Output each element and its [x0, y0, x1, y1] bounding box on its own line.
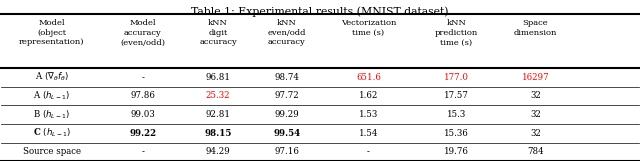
Text: A $(h_{L-1})$: A $(h_{L-1})$ — [33, 90, 70, 102]
Text: Table 1: Experimental results (MNIST dataset): Table 1: Experimental results (MNIST dat… — [191, 6, 449, 17]
Text: 32: 32 — [530, 110, 541, 119]
Text: 19.76: 19.76 — [444, 147, 469, 156]
Text: Vectorization
time (s): Vectorization time (s) — [340, 19, 396, 37]
Text: A $(\nabla_\theta f_\theta)$: A $(\nabla_\theta f_\theta)$ — [35, 71, 68, 83]
Text: Model
(object
representation): Model (object representation) — [19, 19, 84, 46]
Text: 32: 32 — [530, 91, 541, 100]
Text: 1.53: 1.53 — [359, 110, 378, 119]
Text: kNN
digit
accuracy: kNN digit accuracy — [199, 19, 237, 46]
Text: 15.36: 15.36 — [444, 129, 468, 138]
Text: 784: 784 — [527, 147, 544, 156]
Text: 96.81: 96.81 — [205, 73, 230, 82]
Text: 16297: 16297 — [522, 73, 549, 82]
Text: 98.74: 98.74 — [275, 73, 300, 82]
Text: 1.62: 1.62 — [359, 91, 378, 100]
Text: C $(h_{L-1})$: C $(h_{L-1})$ — [33, 127, 71, 139]
Text: Space
dimension: Space dimension — [514, 19, 557, 37]
Text: 99.22: 99.22 — [129, 129, 156, 138]
Text: 32: 32 — [530, 129, 541, 138]
Text: 25.32: 25.32 — [205, 91, 230, 100]
Text: B $(h_{L-1})$: B $(h_{L-1})$ — [33, 108, 70, 121]
Text: Model
accuracy
(even/odd): Model accuracy (even/odd) — [120, 19, 165, 46]
Text: kNN
even/odd
accuracy: kNN even/odd accuracy — [268, 19, 306, 46]
Text: 177.0: 177.0 — [444, 73, 469, 82]
Text: 651.6: 651.6 — [356, 73, 381, 82]
Text: 97.72: 97.72 — [275, 91, 300, 100]
Text: 15.3: 15.3 — [447, 110, 466, 119]
Text: 97.16: 97.16 — [275, 147, 300, 156]
Text: 17.57: 17.57 — [444, 91, 469, 100]
Text: 97.86: 97.86 — [131, 91, 156, 100]
Text: -: - — [141, 147, 144, 156]
Text: -: - — [141, 73, 144, 82]
Text: 98.15: 98.15 — [204, 129, 232, 138]
Text: Source space: Source space — [22, 147, 81, 156]
Text: kNN
prediction
time (s): kNN prediction time (s) — [435, 19, 478, 46]
Text: 94.29: 94.29 — [205, 147, 230, 156]
Text: 92.81: 92.81 — [205, 110, 230, 119]
Text: 99.54: 99.54 — [273, 129, 301, 138]
Text: 99.29: 99.29 — [275, 110, 300, 119]
Text: 99.03: 99.03 — [131, 110, 156, 119]
Text: -: - — [367, 147, 370, 156]
Text: 1.54: 1.54 — [359, 129, 378, 138]
